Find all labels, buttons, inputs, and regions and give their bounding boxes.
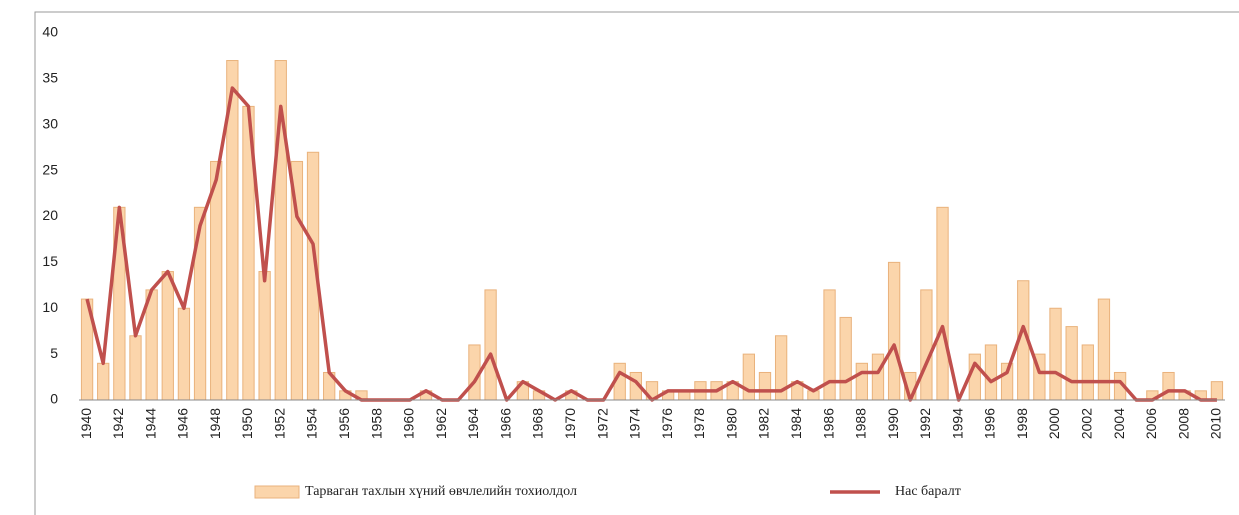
- bar: [1210, 381, 1224, 401]
- bar: [936, 206, 949, 401]
- x-tick-label: 1970: [562, 408, 578, 439]
- bar: [161, 271, 174, 401]
- bar: [871, 353, 885, 401]
- x-tick-label: 1968: [530, 408, 546, 439]
- bar: [1065, 326, 1078, 401]
- x-tick-label: 1954: [304, 408, 320, 439]
- x-tick-label: 1944: [142, 408, 158, 439]
- legend-label: Тарваган тахлын хүний өвчлелийн тохиолдо…: [305, 484, 577, 499]
- bar: [984, 344, 998, 401]
- x-tick-label: 1974: [627, 408, 643, 439]
- y-tick-label: 35: [42, 70, 58, 86]
- x-tick-label: 1994: [949, 408, 965, 439]
- bar: [145, 289, 158, 401]
- y-tick-label: 15: [42, 253, 58, 269]
- bar: [855, 362, 868, 401]
- x-tick-label: 1940: [78, 408, 94, 439]
- x-tick-label: 1956: [336, 408, 352, 439]
- x-tick-label: 1948: [207, 408, 223, 439]
- x-tick-label: 1996: [982, 408, 998, 439]
- legend-swatch: [254, 485, 300, 499]
- x-tick-label: 2008: [1175, 408, 1191, 439]
- line: [85, 86, 1217, 402]
- bar: [177, 307, 191, 401]
- x-tick-label: 1992: [917, 408, 933, 439]
- bar: [97, 362, 110, 401]
- bar: [210, 160, 223, 401]
- bar: [1162, 371, 1175, 401]
- bar: [887, 261, 901, 401]
- x-tick-label: 1966: [497, 408, 513, 439]
- y-tick-label: 20: [42, 207, 58, 223]
- x-tick-label: 1984: [788, 408, 804, 439]
- x-tick-label: 1988: [853, 408, 869, 439]
- y-tick-label: 0: [50, 391, 58, 407]
- x-tick-label: 1998: [1014, 408, 1030, 439]
- bar: [1049, 307, 1062, 401]
- x-tick-label: 1978: [691, 408, 707, 439]
- bar: [968, 353, 981, 401]
- bar: [129, 335, 142, 401]
- x-tick-label: 1980: [723, 408, 739, 439]
- x-tick-label: 1982: [756, 408, 772, 439]
- x-tick-label: 1958: [368, 408, 384, 439]
- bar: [258, 271, 271, 401]
- x-tick-label: 1942: [110, 408, 126, 439]
- x-tick-label: 1986: [820, 408, 836, 439]
- x-tick-label: 1962: [433, 408, 449, 439]
- bar: [742, 353, 755, 401]
- bar: [193, 206, 207, 401]
- x-tick-label: 1946: [175, 408, 191, 439]
- x-tick-label: 1972: [594, 408, 610, 439]
- x-tick-label: 1950: [239, 408, 255, 439]
- bar: [484, 289, 497, 401]
- y-tick-label: 5: [50, 345, 58, 361]
- bar: [839, 316, 852, 401]
- x-tick-label: 2002: [1079, 408, 1095, 439]
- x-tick-label: 2006: [1143, 408, 1159, 439]
- x-tick-label: 2010: [1208, 408, 1224, 439]
- x-tick-label: 1952: [271, 408, 287, 439]
- x-tick-label: 2004: [1111, 408, 1127, 439]
- x-tick-label: 1960: [401, 408, 417, 439]
- chart-frame: [34, 11, 1239, 515]
- legend-label: Нас баралт: [895, 484, 961, 499]
- bar: [1097, 298, 1111, 401]
- bar: [920, 289, 933, 401]
- x-tick-label: 2000: [1046, 408, 1062, 439]
- y-tick-label: 40: [42, 24, 58, 40]
- x-tick-label: 1964: [465, 408, 481, 439]
- bar: [1081, 344, 1094, 401]
- y-tick-label: 10: [42, 299, 58, 315]
- x-tick-label: 1976: [659, 408, 675, 439]
- bar: [758, 371, 772, 401]
- x-tick-label: 1990: [885, 408, 901, 439]
- y-tick-label: 25: [42, 161, 58, 177]
- y-tick-label: 30: [42, 115, 58, 131]
